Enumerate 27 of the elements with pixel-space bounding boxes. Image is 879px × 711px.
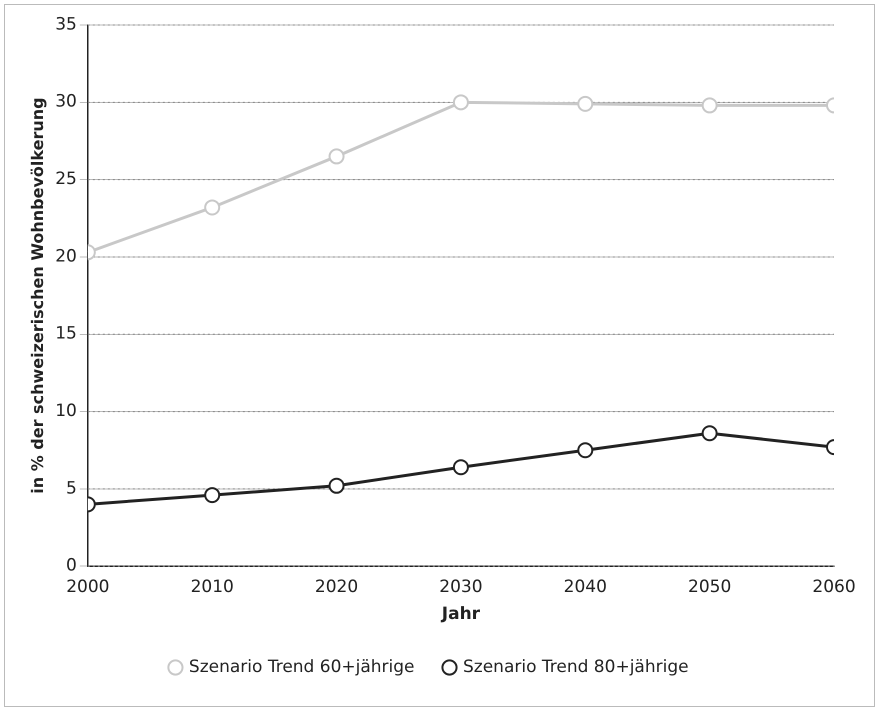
y-tick-label: 15 (55, 324, 77, 344)
y-tick-label: 5 (66, 478, 77, 498)
point (328, 478, 345, 494)
x-axis-title: Jahr (440, 604, 481, 624)
legend-label: Szenario Trend 60+jährige (188, 656, 415, 677)
x-tick-label: 2060 (812, 576, 856, 597)
point (452, 459, 469, 476)
y-axis-title: in % der schweizerischen Wohnbevölkerung (28, 97, 47, 494)
point (452, 94, 469, 110)
x-tick-label: 2030 (439, 576, 483, 597)
x-tick-label: 2010 (190, 576, 234, 597)
y-tick-label: 10 (55, 400, 77, 421)
y-tick-label: 30 (55, 92, 77, 112)
y-tick-label: 20 (55, 246, 77, 266)
y-tick-label: 25 (55, 169, 77, 190)
point (577, 96, 594, 112)
point (204, 199, 220, 216)
point (328, 148, 345, 164)
point (577, 442, 594, 458)
x-tick-label: 2040 (564, 576, 607, 597)
legend-label: Szenario Trend 80+jährige (463, 656, 689, 677)
point (204, 487, 220, 504)
y-tick-label: 0 (66, 556, 77, 576)
x-tick-label: 2050 (688, 576, 732, 597)
x-tick-label: 2020 (314, 576, 358, 597)
y-tick-label: 35 (55, 14, 77, 34)
x-tick-label: 2000 (66, 576, 110, 597)
